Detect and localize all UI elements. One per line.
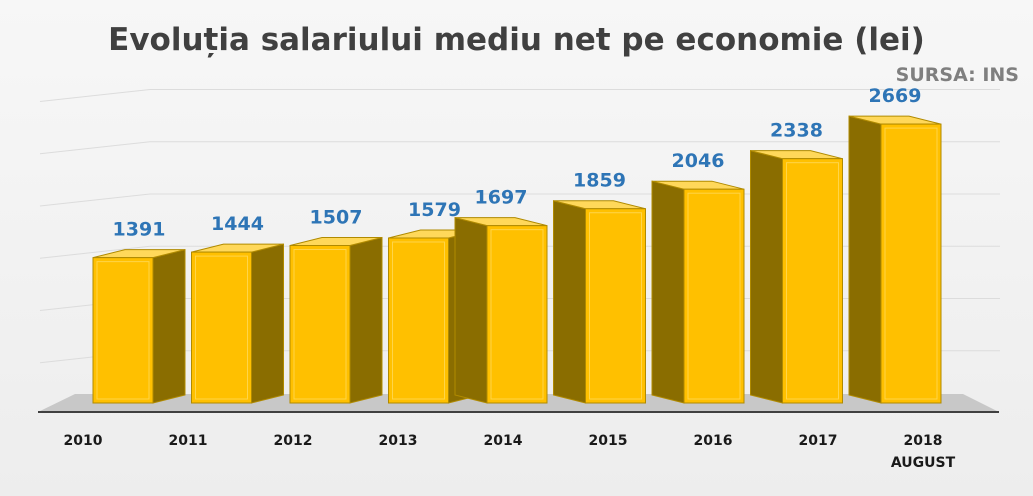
x-tick-label: 2012	[274, 433, 313, 449]
bar-highlight	[589, 212, 642, 400]
gridline-left	[39, 193, 151, 207]
data-label: 1444	[211, 213, 264, 235]
gridline-left	[39, 89, 151, 102]
chart-title: Evoluția salariului mediu net pe economi…	[108, 22, 925, 58]
x-tick-label: 2011	[169, 433, 208, 449]
data-label: 1859	[573, 170, 626, 192]
data-label: 2338	[770, 120, 823, 142]
gridline-left	[39, 141, 151, 155]
bar-side	[848, 115, 882, 404]
x-tick-sublabel: AUGUST	[891, 455, 956, 471]
bar-side	[152, 249, 186, 404]
bar-side	[750, 150, 783, 404]
gridline-left	[39, 245, 151, 259]
bar	[683, 188, 745, 404]
source-label: SURSA: INS	[895, 64, 1019, 86]
x-tick-label: 2016	[694, 433, 733, 449]
x-tick-label: 2017	[799, 433, 838, 449]
bar	[289, 245, 351, 404]
data-label: 1507	[310, 207, 363, 229]
data-label: 2046	[672, 150, 725, 172]
x-tick-label: 2018	[904, 433, 943, 449]
bar-highlight	[293, 249, 347, 400]
bar-highlight	[96, 261, 150, 400]
data-label: 1697	[475, 187, 528, 209]
bar-highlight	[884, 127, 938, 400]
x-tick-label: 2013	[379, 433, 418, 449]
bar-highlight	[490, 229, 544, 400]
bar-side	[553, 200, 586, 404]
bar-highlight	[687, 192, 741, 400]
bar	[486, 225, 548, 404]
bar	[191, 251, 252, 404]
bar	[880, 123, 942, 404]
bar-side	[349, 236, 383, 404]
bar	[388, 237, 449, 404]
data-label: 1391	[113, 219, 166, 241]
bar	[585, 208, 646, 404]
data-label: 1579	[408, 199, 461, 221]
x-tick-label: 2014	[484, 433, 523, 449]
bar	[782, 158, 843, 404]
data-label: 2669	[869, 85, 922, 107]
bar-highlight	[195, 255, 248, 400]
bar-highlight	[392, 241, 445, 400]
bar-side	[251, 243, 284, 404]
x-tick-label: 2015	[589, 433, 628, 449]
x-tick-label: 2010	[64, 433, 103, 449]
bar-side	[454, 217, 488, 404]
bar	[92, 257, 154, 404]
bar-highlight	[786, 162, 839, 400]
bar-side	[651, 180, 685, 404]
